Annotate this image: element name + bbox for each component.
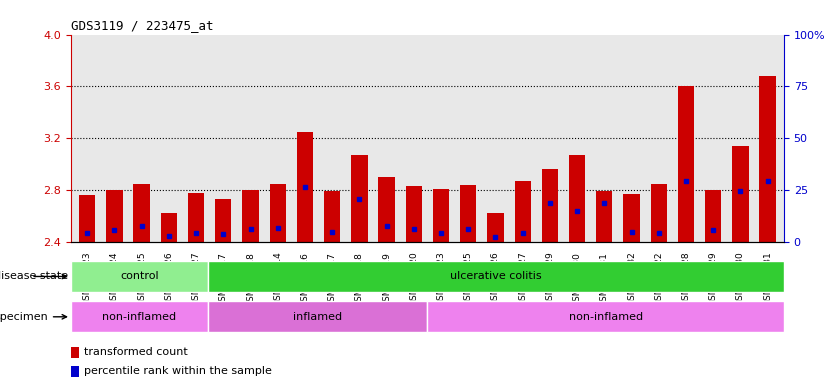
Text: transformed count: transformed count [83,348,188,358]
Text: disease state: disease state [0,271,68,281]
Bar [297,132,313,242]
Text: percentile rank within the sample: percentile rank within the sample [83,366,272,376]
Bar [542,169,558,242]
Bar [487,214,504,242]
Bar [351,155,368,242]
Bar [433,189,450,242]
Bar [71,301,208,332]
Bar [71,366,79,377]
Bar [106,190,123,242]
Bar [79,195,95,242]
Text: non-inflamed: non-inflamed [103,312,177,322]
Bar [208,261,784,292]
Bar [460,185,476,242]
Bar [596,191,612,242]
Bar [188,193,204,242]
Text: GDS3119 / 223475_at: GDS3119 / 223475_at [71,19,214,32]
Bar [515,181,531,242]
Bar [678,86,694,242]
Bar [71,347,79,358]
Bar [208,301,427,332]
Bar [215,199,232,242]
Bar [133,184,150,242]
Bar [623,194,640,242]
Bar [705,190,721,242]
Text: non-inflamed: non-inflamed [569,312,643,322]
Bar [379,177,394,242]
Bar [760,76,776,242]
Bar [405,186,422,242]
Text: control: control [120,271,158,281]
Bar [324,191,340,242]
Bar [269,184,286,242]
Text: inflamed: inflamed [294,312,342,322]
Bar [732,146,749,242]
Bar [243,190,259,242]
Text: specimen: specimen [0,312,67,322]
Bar [427,301,784,332]
Bar [651,184,667,242]
Bar [161,214,177,242]
Bar [71,261,208,292]
Bar [569,155,585,242]
Text: ulcerative colitis: ulcerative colitis [450,271,542,281]
